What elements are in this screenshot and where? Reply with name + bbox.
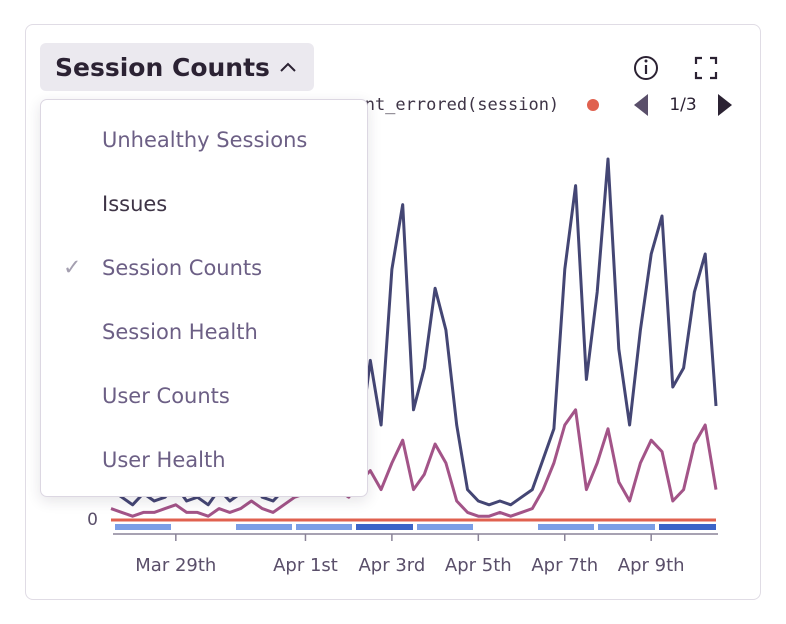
release-bar [236, 524, 292, 530]
release-bar [296, 524, 352, 530]
checkmark: ✓ [63, 255, 82, 281]
plot [110, 157, 718, 522]
menu-item[interactable]: Session Counts [102, 256, 263, 280]
release-bars [115, 524, 716, 530]
menu-item[interactable]: Session Health [102, 320, 258, 344]
release-bar [115, 524, 171, 530]
pagination: 1/3 [669, 95, 696, 115]
chart-selector[interactable]: Session Counts [40, 43, 314, 91]
menu-item[interactable]: User Health [102, 448, 226, 472]
menu-item[interactable]: Issues [102, 192, 168, 216]
chevron-up [280, 62, 296, 72]
x-tick-label: Apr 9th [618, 555, 685, 576]
x-tick-label: Apr 1st [273, 555, 338, 576]
release-bar [659, 524, 716, 530]
prev-page[interactable] [634, 94, 648, 116]
x-tick-label: Apr 3rd [358, 555, 425, 576]
release-bar [538, 524, 594, 530]
x-tick-label: Apr 7th [531, 555, 598, 576]
info-icon[interactable] [634, 56, 658, 80]
legend-label: count_errored(session) [334, 95, 559, 115]
next-page[interactable] [718, 94, 732, 116]
dropdown-menu: Unhealthy Sessions Issues Session Counts ✓ S… [40, 99, 368, 497]
chart-selector-label: Session Counts [55, 52, 270, 82]
release-bar [417, 524, 473, 530]
fullscreen-icon[interactable] [694, 56, 718, 80]
release-bar [598, 524, 655, 530]
menu-item[interactable]: Unhealthy Sessions [102, 128, 308, 152]
y-tick-label: 0 [87, 510, 98, 530]
x-tick-label: Mar 29th [135, 555, 216, 576]
legend-swatch [587, 99, 599, 111]
series-line [110, 157, 718, 507]
menu-item[interactable]: User Counts [102, 384, 230, 408]
card [25, 24, 761, 600]
x-tick-label: Apr 5th [445, 555, 512, 576]
series-line [110, 408, 718, 518]
release-bar [356, 524, 413, 530]
